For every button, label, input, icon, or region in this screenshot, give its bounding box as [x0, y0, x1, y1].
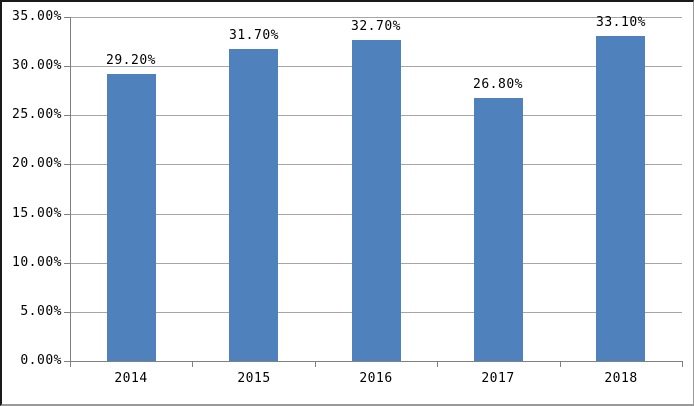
y-tick-label: 0.00%: [20, 353, 62, 368]
y-axis-tick: [64, 17, 70, 18]
bar-value-label-2015: 31.70%: [229, 28, 279, 43]
y-tick-label: 20.00%: [12, 156, 62, 171]
gridline-35: [70, 17, 682, 18]
x-tick-label-2015: 2015: [237, 371, 271, 386]
bar-2017: [474, 98, 523, 361]
x-axis-tick: [70, 361, 71, 367]
bar-value-label-2017: 26.80%: [473, 77, 523, 92]
y-tick-label: 10.00%: [12, 255, 62, 270]
x-tick-label-2014: 2014: [114, 371, 148, 386]
x-axis-tick: [560, 361, 561, 367]
x-axis-tick: [315, 361, 316, 367]
y-axis-tick: [64, 115, 70, 116]
x-tick-label-2018: 2018: [604, 371, 638, 386]
bar-2015: [229, 49, 278, 361]
x-tick-label-2017: 2017: [481, 371, 515, 386]
y-axis-tick: [64, 312, 70, 313]
bar-2018: [596, 36, 645, 361]
y-axis-line: [70, 17, 71, 361]
bar-value-label-2014: 29.20%: [106, 53, 156, 68]
bar-value-label-2016: 32.70%: [351, 19, 401, 34]
x-tick-label-2016: 2016: [359, 371, 393, 386]
y-axis-tick: [64, 263, 70, 264]
x-axis-tick: [682, 361, 683, 367]
y-tick-label: 30.00%: [12, 58, 62, 73]
y-tick-label: 5.00%: [20, 304, 62, 319]
bar-2016: [352, 40, 401, 361]
bar-value-label-2018: 33.10%: [596, 15, 646, 30]
x-axis-line: [70, 361, 683, 362]
y-tick-label: 25.00%: [12, 107, 62, 122]
y-tick-label: 15.00%: [12, 206, 62, 221]
y-axis-tick: [64, 361, 70, 362]
y-axis-tick: [64, 66, 70, 67]
y-tick-label: 35.00%: [12, 9, 62, 24]
x-axis-tick: [437, 361, 438, 367]
x-axis-tick: [192, 361, 193, 367]
y-axis-tick: [64, 164, 70, 165]
y-axis-tick: [64, 214, 70, 215]
bar-2014: [107, 74, 156, 361]
